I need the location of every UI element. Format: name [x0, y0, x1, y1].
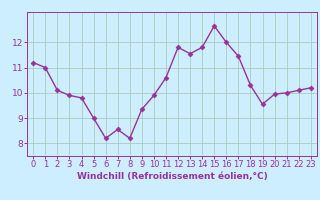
X-axis label: Windchill (Refroidissement éolien,°C): Windchill (Refroidissement éolien,°C): [76, 172, 268, 181]
